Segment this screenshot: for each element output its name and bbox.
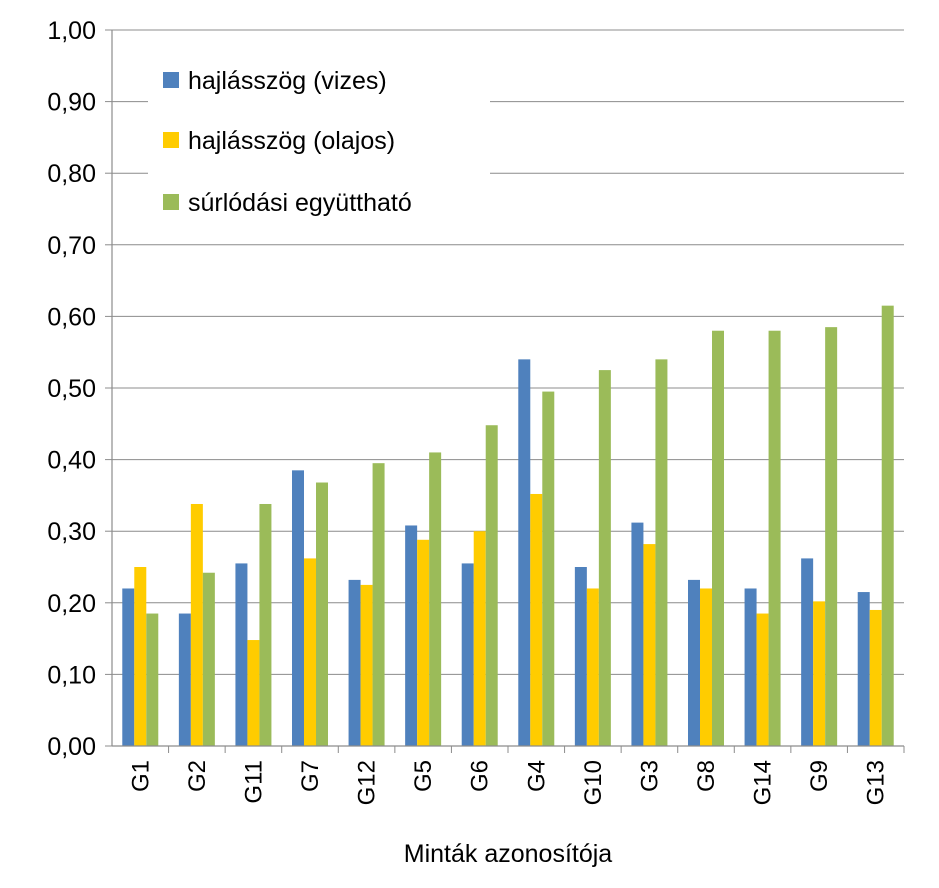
bar-g11-series-1 <box>235 563 248 746</box>
bar-g5-series-3 <box>429 452 442 746</box>
y-tick-label: 0,30 <box>47 518 96 546</box>
bar-g12-series-3 <box>372 463 385 746</box>
y-tick-label: 0,60 <box>47 303 96 331</box>
bar-g8-series-3 <box>712 330 724 746</box>
bar-g11-series-3 <box>259 503 272 746</box>
y-tick-label: 0,70 <box>47 232 96 260</box>
legend-label-3: súrlódási együttható <box>188 189 412 217</box>
bar-g13-series-1 <box>857 592 870 746</box>
bar-g5-series-2 <box>417 539 430 746</box>
bar-g10-series-1 <box>574 567 587 746</box>
bar-g13-series-2 <box>869 609 882 746</box>
bar-g10-series-3 <box>598 370 611 746</box>
bar-g1-series-1 <box>122 588 135 746</box>
x-tick-label: G7 <box>297 760 324 792</box>
y-tick-label: 0,10 <box>47 661 96 689</box>
bar-g4-series-1 <box>518 359 531 746</box>
legend-swatch-3 <box>163 194 179 210</box>
x-tick-label: G11 <box>240 760 267 804</box>
axes <box>111 30 905 753</box>
x-tick-label: G13 <box>863 760 890 805</box>
bar-g6-series-1 <box>461 563 474 746</box>
bar-g14-series-2 <box>756 613 769 746</box>
x-tick-label: G2 <box>184 760 211 792</box>
y-tick-label: 0,20 <box>47 590 96 618</box>
bar-g2-series-2 <box>190 503 203 746</box>
bar-g12-series-1 <box>348 579 361 746</box>
bar-g6-series-3 <box>485 425 498 746</box>
x-tick-labels: G1 G2 G11 G7 G12 G5 G6 G4 G10 G3 G8 G14 G9 G13 <box>127 760 889 805</box>
x-tick-label: G8 <box>693 760 720 792</box>
bar-g7-series-3 <box>316 482 328 746</box>
x-axis-title: Minták azonosítója <box>404 840 613 868</box>
x-tick-label: G4 <box>523 760 550 792</box>
bar-g9-series-3 <box>825 327 838 746</box>
bar-g4-series-3 <box>542 391 555 746</box>
y-tick-label: 0,50 <box>47 375 96 403</box>
x-tick-label: G14 <box>750 760 777 805</box>
bar-g12-series-2 <box>360 584 373 746</box>
legend-background <box>148 52 490 232</box>
x-tick-label: G1 <box>127 760 154 792</box>
bar-g10-series-2 <box>586 588 599 746</box>
y-tick-label: 0,40 <box>47 447 96 475</box>
bar-g1-series-3 <box>146 613 159 746</box>
legend: hajlásszög (vizes) hajlásszög (olajos) súr… <box>148 52 490 232</box>
bar-g2-series-1 <box>178 613 191 746</box>
legend-swatch-2 <box>163 132 179 148</box>
bar-g3-series-2 <box>643 544 656 746</box>
bars <box>122 305 894 746</box>
y-tick-label: 0,90 <box>47 89 96 117</box>
x-tick-label: G6 <box>467 760 494 792</box>
bar-g11-series-2 <box>247 640 260 746</box>
bar-g3-series-3 <box>655 359 668 746</box>
bar-g4-series-2 <box>530 493 543 746</box>
bar-g3-series-1 <box>631 522 644 746</box>
y-tick-label: 0,80 <box>47 160 96 188</box>
bar-g13-series-3 <box>881 305 894 746</box>
bar-g7-series-2 <box>304 558 316 746</box>
bar-g8-series-1 <box>688 579 700 746</box>
y-tick-labels: 0,00 0,10 0,20 0,30 0,40 0,50 0,60 0,70 0,80 0,90… <box>47 17 96 761</box>
legend-label-2: hajlásszög (olajos) <box>188 127 395 155</box>
bar-g2-series-3 <box>202 572 215 746</box>
bar-g5-series-1 <box>405 525 418 746</box>
bar-g14-series-3 <box>768 330 781 746</box>
x-tick-label: G5 <box>410 760 437 792</box>
y-tick-label: 1,00 <box>47 17 96 45</box>
x-tick-label: G10 <box>580 760 607 805</box>
x-tick-label: G9 <box>806 760 833 792</box>
bar-g6-series-2 <box>473 531 486 746</box>
bar-g9-series-2 <box>813 601 826 746</box>
bar-g14-series-1 <box>744 588 757 746</box>
x-tick-label: G3 <box>636 760 663 792</box>
bar-g7-series-1 <box>292 470 304 746</box>
bar-g8-series-2 <box>700 588 712 746</box>
x-tick-label: G12 <box>354 760 381 805</box>
legend-swatch-1 <box>163 72 179 88</box>
bar-g1-series-2 <box>134 567 147 746</box>
bar-g9-series-1 <box>801 558 814 746</box>
y-tick-label: 0,00 <box>47 733 96 761</box>
legend-label-1: hajlásszög (vizes) <box>188 67 387 95</box>
